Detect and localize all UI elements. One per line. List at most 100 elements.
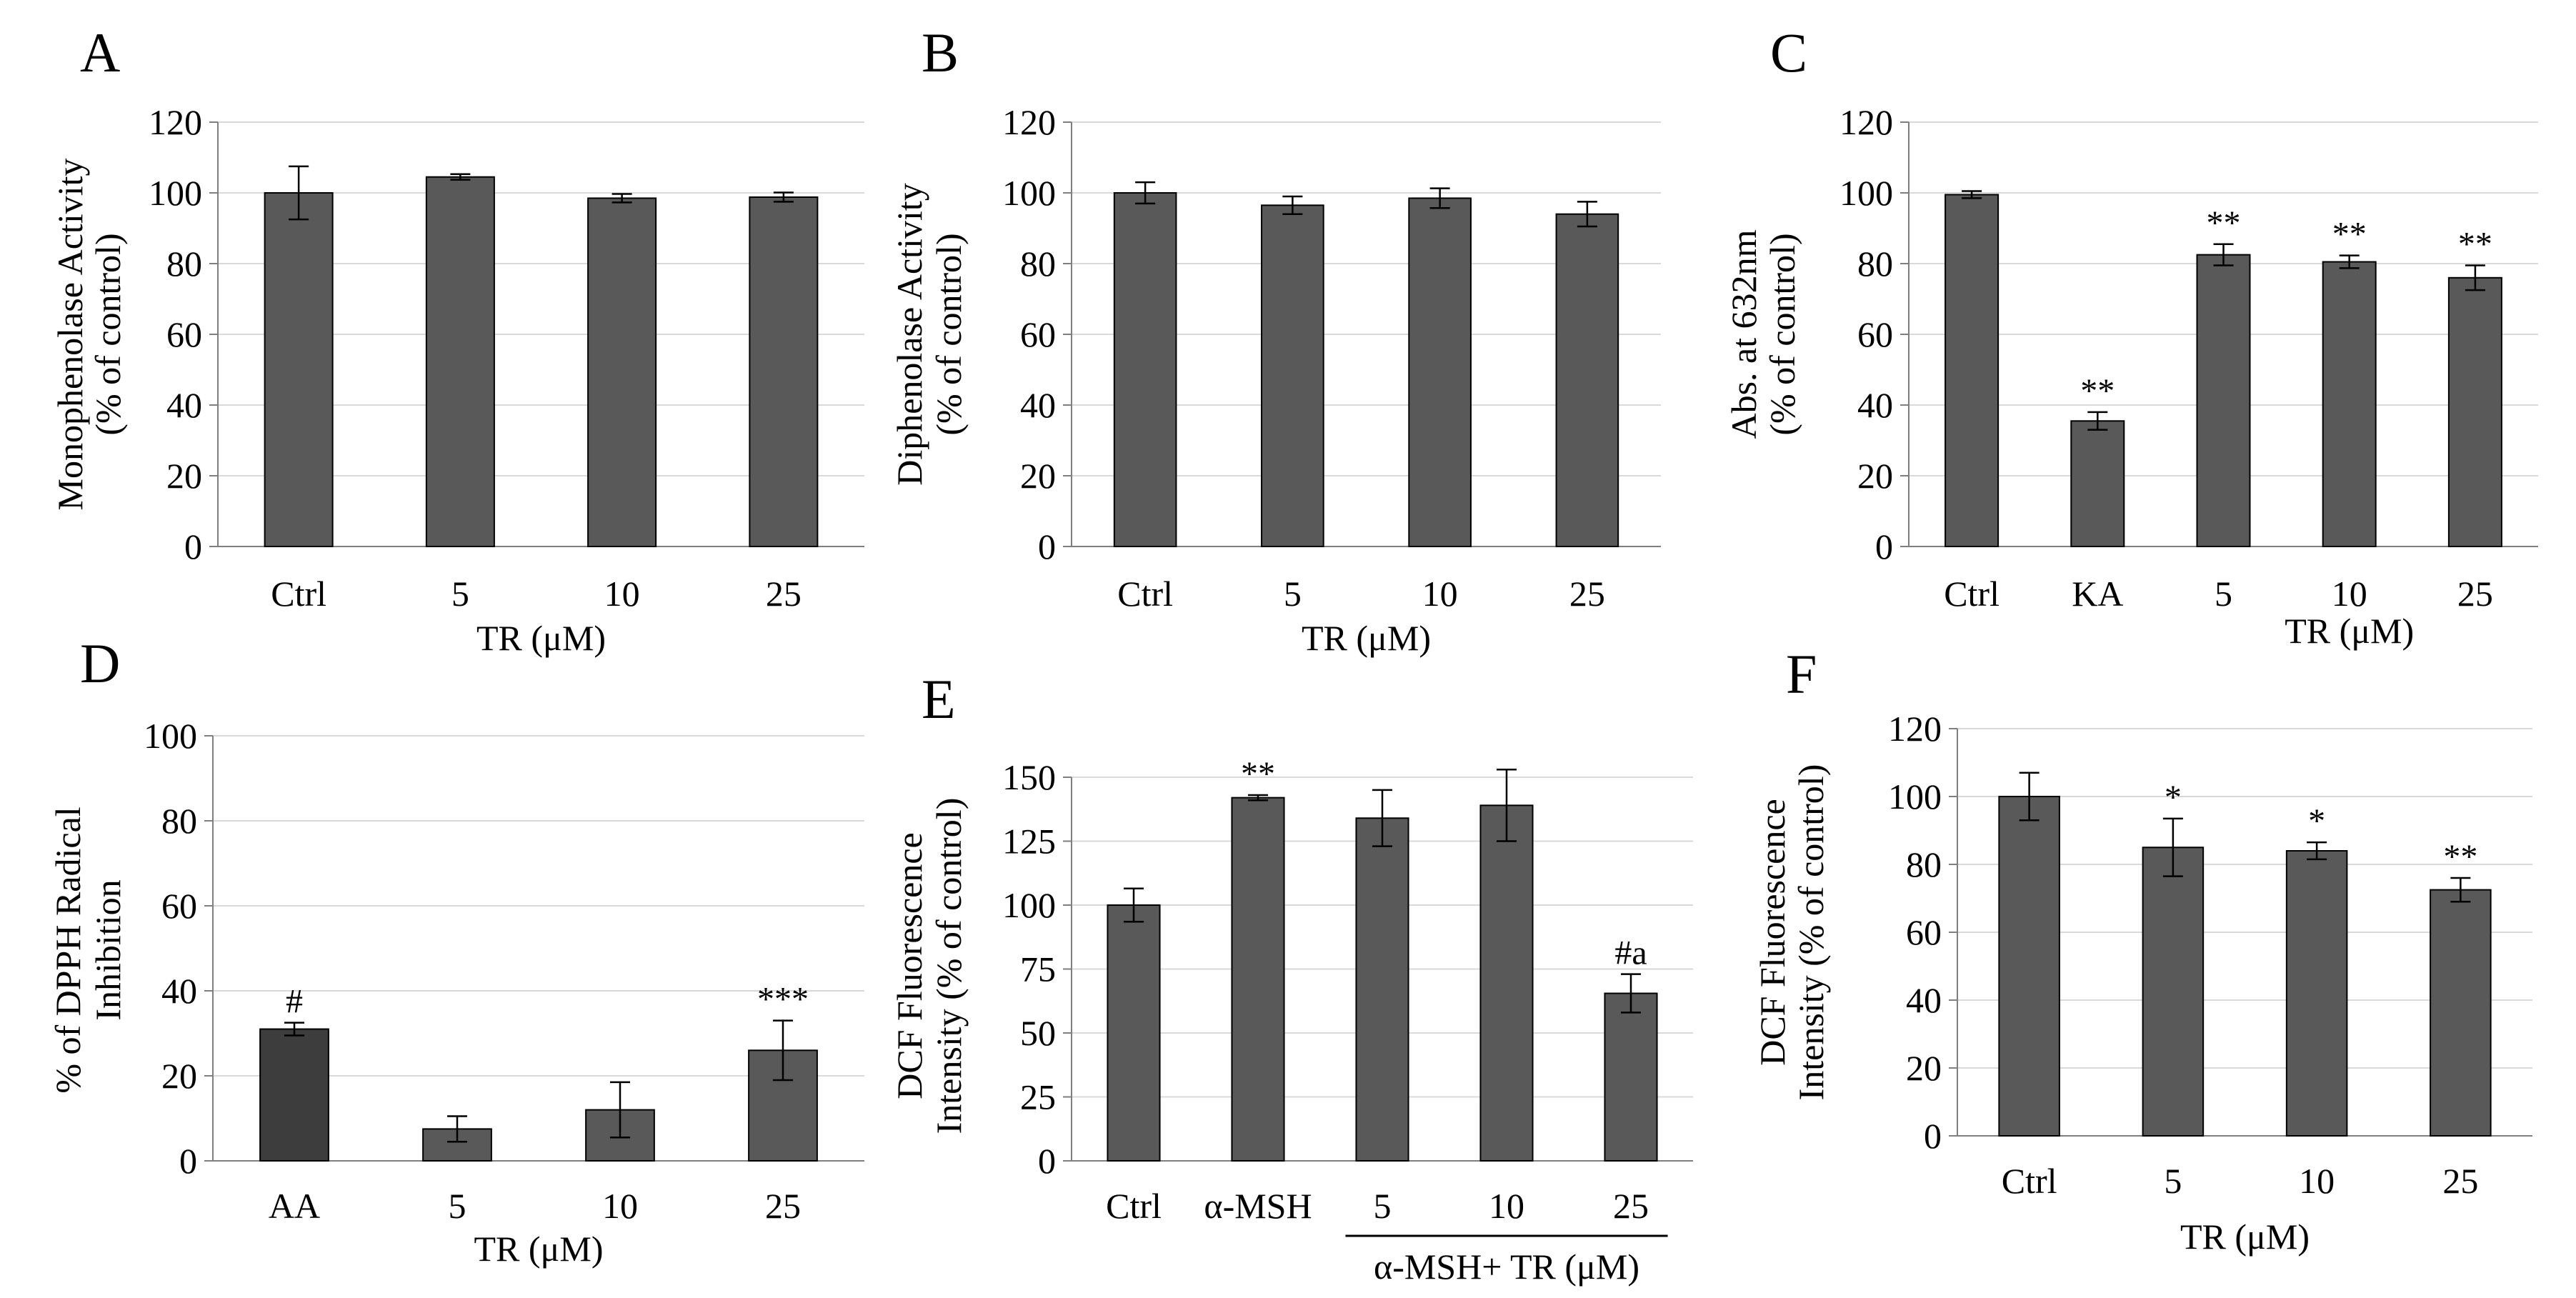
y-tick-label: 100 bbox=[1839, 173, 1893, 213]
panel-letter: D bbox=[80, 632, 120, 694]
y-axis-title-line: Intensity (% of control) bbox=[1791, 764, 1831, 1101]
bar bbox=[2447, 276, 2502, 547]
category-label: Ctrl bbox=[2002, 1161, 2057, 1201]
y-axis-title-line: Monophenolase Activity bbox=[50, 159, 90, 511]
significance-label: ** bbox=[1241, 755, 1275, 793]
bar bbox=[264, 192, 334, 547]
category-label: 5 bbox=[449, 1186, 466, 1226]
y-axis-title-line: Abs. at 632nm bbox=[1724, 229, 1764, 439]
y-tick-label: 150 bbox=[1002, 757, 1056, 797]
y-tick-label: 0 bbox=[1924, 1116, 1942, 1156]
bar bbox=[749, 196, 819, 547]
y-tick-label: 0 bbox=[1038, 1141, 1056, 1181]
y-axis-title-line: (% of control) bbox=[1762, 233, 1802, 435]
category-label: 25 bbox=[1569, 574, 1605, 614]
category-label: 10 bbox=[602, 1186, 638, 1226]
y-tick-label: 120 bbox=[1839, 102, 1893, 142]
x-axis-title: TR (μM) bbox=[1302, 618, 1431, 658]
y-tick-label: 60 bbox=[161, 886, 197, 926]
category-label: 25 bbox=[765, 1186, 801, 1226]
chart-panel-d: D 0 20 40 60 80 100 # AA 5 10 *** 25 TR (μM) % of DPPH… bbox=[48, 632, 864, 1269]
y-axis-title-line: % of DPPH Radical bbox=[48, 807, 88, 1093]
bar bbox=[259, 1028, 329, 1162]
category-label: 5 bbox=[1374, 1186, 1392, 1226]
category-label: KA bbox=[2072, 574, 2123, 614]
y-tick-label: 20 bbox=[1020, 456, 1056, 496]
x-axis-title: TR (μM) bbox=[2180, 1217, 2310, 1257]
y-tick-label: 40 bbox=[166, 385, 202, 425]
bar bbox=[1408, 197, 1472, 547]
y-tick-label: 120 bbox=[149, 102, 202, 142]
y-axis-title-line: (% of control) bbox=[929, 233, 969, 435]
y-tick-label: 100 bbox=[149, 173, 202, 213]
x-axis-title: TR (μM) bbox=[2285, 611, 2414, 651]
bar bbox=[2285, 850, 2348, 1137]
category-label: 5 bbox=[1284, 574, 1302, 614]
chart-panel-e: E 0 25 50 75 100 125 150 Ctrl ** α-MSH 5 10 #a 25 α-MSH… bbox=[889, 668, 1693, 1287]
category-label: 25 bbox=[766, 574, 802, 614]
category-label: 5 bbox=[2164, 1161, 2182, 1201]
category-label: 25 bbox=[1613, 1186, 1649, 1226]
bar bbox=[1231, 797, 1285, 1162]
y-tick-label: 80 bbox=[1020, 244, 1056, 284]
category-label: 5 bbox=[451, 574, 469, 614]
y-tick-label: 50 bbox=[1020, 1013, 1056, 1053]
y-tick-label: 20 bbox=[1906, 1048, 1942, 1088]
panel-letter: F bbox=[1786, 643, 1817, 705]
y-tick-label: 60 bbox=[1020, 314, 1056, 354]
bar bbox=[1998, 796, 2060, 1137]
bar bbox=[1107, 904, 1161, 1162]
panel-letter: B bbox=[922, 21, 959, 84]
bar bbox=[2196, 254, 2251, 547]
y-tick-label: 80 bbox=[166, 244, 202, 284]
y-axis-title-line: Diphenolase Activity bbox=[889, 183, 929, 486]
significance-label: ** bbox=[2458, 225, 2492, 263]
y-axis-title-line: DCF Fluorescence bbox=[1752, 799, 1792, 1066]
chart-panel-b: B 0 20 40 60 80 100 120 Ctrl 5 10 25 TR (μM) Diphenol… bbox=[889, 21, 1661, 658]
y-tick-label: 60 bbox=[166, 314, 202, 354]
x-axis-title: TR (μM) bbox=[474, 1229, 604, 1269]
bar bbox=[1945, 194, 2000, 547]
significance-label: ** bbox=[2080, 372, 2115, 410]
y-tick-label: 125 bbox=[1002, 822, 1056, 862]
panel-letter: C bbox=[1770, 21, 1807, 84]
bar bbox=[1113, 192, 1177, 547]
y-tick-label: 80 bbox=[161, 801, 197, 841]
y-axis-title-line: Intensity (% of control) bbox=[929, 798, 969, 1134]
category-label: 10 bbox=[2332, 574, 2367, 614]
category-label: 10 bbox=[604, 574, 640, 614]
significance-label: *** bbox=[757, 981, 809, 1019]
category-label: Ctrl bbox=[1106, 1186, 1162, 1226]
y-tick-label: 0 bbox=[184, 526, 202, 566]
y-tick-label: 0 bbox=[1875, 526, 1893, 566]
y-axis-title-line: Inhibition bbox=[88, 879, 128, 1020]
category-label: Ctrl bbox=[271, 574, 326, 614]
significance-label: * bbox=[2165, 779, 2182, 817]
bar bbox=[425, 176, 495, 548]
y-tick-label: 75 bbox=[1020, 949, 1056, 989]
y-tick-label: 40 bbox=[1906, 980, 1942, 1020]
chart-panel-f: F 0 20 40 60 80 100 120 Ctrl * 5 * 10 ** 25 TR (μM) DCF … bbox=[1752, 643, 2532, 1257]
category-label: 10 bbox=[1489, 1186, 1524, 1226]
y-tick-label: 100 bbox=[1002, 885, 1056, 925]
y-tick-label: 120 bbox=[1002, 102, 1056, 142]
y-axis-title-line: (% of control) bbox=[88, 233, 128, 435]
significance-label: #a bbox=[1614, 934, 1647, 972]
bar bbox=[1604, 992, 1658, 1162]
significance-label: ** bbox=[2443, 838, 2477, 876]
panel-letter: A bbox=[80, 21, 120, 84]
y-tick-label: 25 bbox=[1020, 1077, 1056, 1117]
category-label: 5 bbox=[2215, 574, 2232, 614]
y-tick-label: 100 bbox=[144, 716, 197, 756]
y-tick-label: 80 bbox=[1857, 244, 1893, 284]
bar bbox=[2322, 261, 2377, 547]
y-tick-label: 20 bbox=[161, 1056, 197, 1096]
bar bbox=[1261, 204, 1324, 547]
bar bbox=[1355, 817, 1409, 1162]
chart-panel-a: A 0 20 40 60 80 100 120 Ctrl 5 10 25 TR (μM) Monophen… bbox=[50, 21, 864, 658]
bar bbox=[1479, 804, 1534, 1162]
significance-label: # bbox=[286, 983, 303, 1021]
category-label: Ctrl bbox=[1944, 574, 2000, 614]
y-tick-label: 0 bbox=[179, 1141, 197, 1181]
